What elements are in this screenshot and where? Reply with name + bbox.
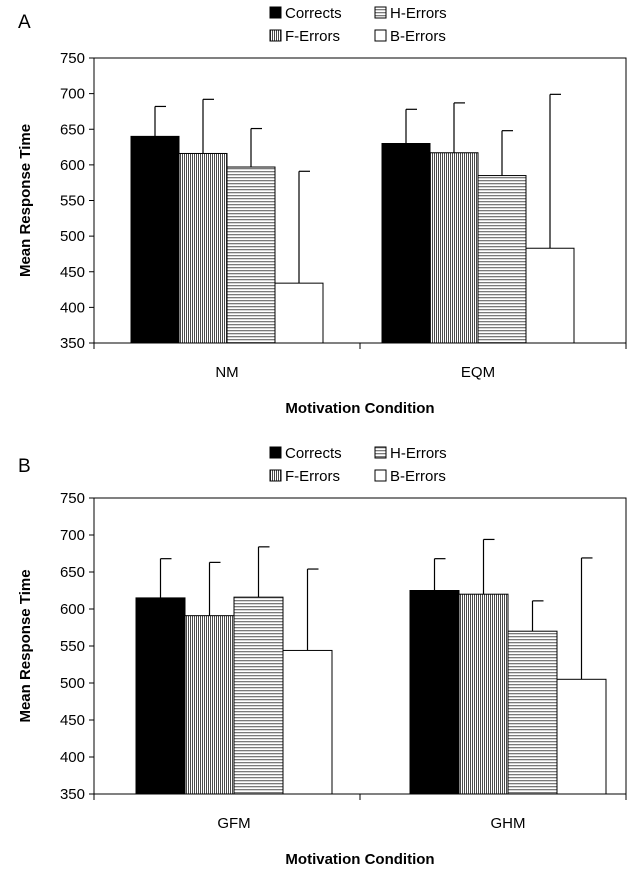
- legend-label: H-Errors: [390, 445, 447, 462]
- y-axis-title: Mean Response Time: [17, 569, 34, 722]
- legend-label: Corrects: [285, 445, 342, 462]
- legend-swatch: [374, 29, 387, 42]
- y-tick-label: 550: [60, 638, 85, 655]
- legend-swatch: [374, 469, 387, 482]
- y-axis-title: Mean Response Time: [17, 124, 34, 277]
- legend-label: B-Errors: [390, 468, 446, 485]
- y-tick-label: 700: [60, 86, 85, 103]
- bar: [135, 597, 186, 795]
- legend-label: F-Errors: [285, 468, 340, 485]
- bar: [282, 649, 333, 795]
- x-category-label: NM: [215, 364, 238, 381]
- bar: [525, 247, 575, 344]
- y-tick-label: 400: [60, 299, 85, 316]
- x-category-label: EQM: [461, 364, 495, 381]
- y-tick-label: 500: [60, 675, 85, 692]
- panel-label: A: [18, 12, 31, 33]
- y-tick-label: 750: [60, 490, 85, 507]
- y-tick-label: 350: [60, 786, 85, 803]
- legend: Corrects H-Errors F-Errors B-Errors: [269, 5, 447, 45]
- bar: [556, 678, 607, 795]
- bar: [226, 166, 276, 344]
- bar: [477, 175, 527, 344]
- y-tick-label: 750: [60, 50, 85, 67]
- y-tick-label: 600: [60, 601, 85, 618]
- panel-label: B: [18, 456, 31, 477]
- legend-swatch: [374, 6, 387, 19]
- x-category-label: GFM: [217, 815, 250, 832]
- bar: [233, 596, 284, 795]
- y-tick-label: 700: [60, 527, 85, 544]
- y-tick-label: 650: [60, 564, 85, 581]
- bar: [130, 135, 180, 344]
- legend: Corrects H-Errors F-Errors B-Errors: [269, 445, 447, 485]
- x-axis-title: Motivation Condition: [285, 400, 434, 417]
- legend-swatch: [269, 29, 282, 42]
- y-tick-label: 350: [60, 335, 85, 352]
- legend-swatch: [269, 446, 282, 459]
- y-tick-label: 600: [60, 157, 85, 174]
- x-category-label: GHM: [491, 815, 526, 832]
- y-tick-label: 550: [60, 193, 85, 210]
- bar: [409, 590, 460, 795]
- chart-panel-b: B Corrects H-Errors F-Errors B-Errors 350 400 4…: [17, 445, 627, 868]
- y-tick-label: 400: [60, 749, 85, 766]
- bar: [178, 152, 228, 344]
- y-tick-label: 450: [60, 264, 85, 281]
- x-axis-title: Motivation Condition: [285, 851, 434, 868]
- bar: [429, 152, 479, 344]
- legend-label: Corrects: [285, 5, 342, 22]
- y-tick-label: 450: [60, 712, 85, 729]
- legend-label: B-Errors: [390, 28, 446, 45]
- legend-swatch: [269, 469, 282, 482]
- bar: [458, 593, 509, 795]
- legend-label: F-Errors: [285, 28, 340, 45]
- bar: [507, 630, 558, 795]
- legend-swatch: [269, 6, 282, 19]
- y-tick-label: 500: [60, 228, 85, 245]
- bar: [184, 615, 235, 795]
- chart-panel-a: A Corrects H-Errors F-Errors B-Errors 350 400 4…: [17, 5, 627, 417]
- legend-label: H-Errors: [390, 5, 447, 22]
- legend-swatch: [374, 446, 387, 459]
- bar: [274, 282, 324, 344]
- bar: [381, 143, 431, 344]
- y-tick-label: 650: [60, 121, 85, 138]
